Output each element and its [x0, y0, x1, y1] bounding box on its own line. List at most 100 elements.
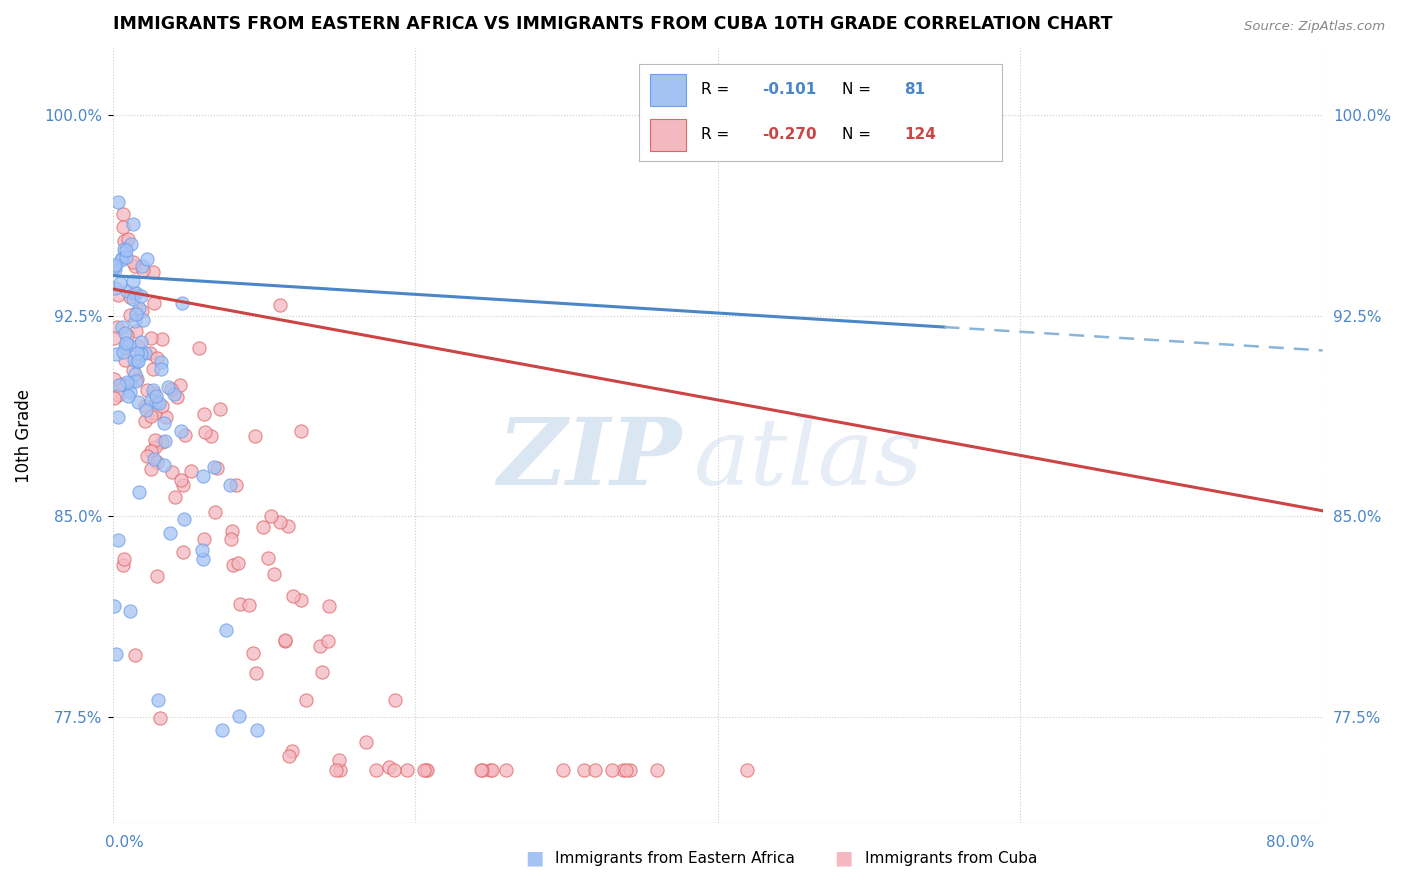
Point: [193, 469, 215, 483]
Point: [160, 465, 183, 479]
Point: [194, 425, 217, 440]
Point: [111, 376, 134, 391]
Point: [136, 383, 159, 397]
Point: [129, 288, 152, 302]
Point: [202, 459, 225, 474]
Point: [278, 748, 301, 763]
Point: [107, 388, 129, 402]
Point: [135, 449, 157, 463]
Point: [245, 665, 267, 680]
Point: [495, 763, 517, 777]
Point: [281, 744, 304, 758]
Point: [150, 399, 173, 413]
Point: [354, 734, 377, 748]
Text: Source: ZipAtlas.com: Source: ZipAtlas.com: [1244, 20, 1385, 33]
Point: [159, 382, 181, 396]
Point: [124, 286, 146, 301]
Point: [120, 236, 142, 251]
Point: [159, 526, 181, 541]
Point: [142, 383, 165, 397]
Point: [134, 414, 156, 428]
Point: [145, 395, 167, 409]
Point: [112, 551, 135, 566]
Point: [238, 599, 260, 613]
Point: [226, 557, 249, 571]
Point: [645, 763, 668, 777]
Point: [125, 325, 148, 339]
Point: [122, 274, 145, 288]
Point: [150, 332, 173, 346]
Point: [209, 402, 232, 417]
Point: [127, 354, 149, 368]
Point: [118, 290, 141, 304]
Point: [104, 281, 127, 295]
Point: [325, 763, 347, 777]
Point: [146, 568, 169, 582]
Point: [252, 519, 274, 533]
Point: [205, 460, 228, 475]
Point: [470, 763, 492, 777]
Point: [142, 386, 165, 401]
Point: [263, 566, 285, 581]
Point: [170, 424, 193, 438]
Point: [274, 633, 297, 648]
Text: ZIP: ZIP: [496, 414, 682, 504]
Point: [115, 284, 138, 298]
Point: [328, 754, 350, 768]
Point: [193, 532, 215, 546]
Point: [142, 265, 165, 279]
Point: [121, 217, 143, 231]
Point: [128, 301, 150, 315]
Text: 80.0%: 80.0%: [1267, 836, 1315, 850]
Point: [170, 473, 193, 487]
Point: [318, 599, 340, 613]
Point: [117, 232, 139, 246]
Point: [107, 409, 129, 424]
Point: [481, 763, 503, 777]
Point: [142, 296, 165, 310]
Point: [479, 763, 502, 777]
Point: [111, 345, 134, 359]
Point: [600, 763, 623, 777]
Point: [124, 367, 146, 381]
Point: [122, 363, 145, 377]
Point: [225, 478, 247, 492]
Point: [129, 334, 152, 349]
Point: [149, 361, 172, 376]
Point: [735, 763, 758, 777]
Point: [103, 331, 125, 345]
Point: [107, 533, 129, 548]
Point: [131, 312, 153, 326]
Point: [211, 723, 233, 737]
Point: [108, 276, 131, 290]
Point: [105, 647, 128, 661]
Point: [290, 593, 312, 607]
Point: [112, 242, 135, 256]
Point: [125, 354, 148, 368]
Point: [219, 532, 242, 546]
Point: [413, 763, 436, 777]
Point: [114, 340, 136, 354]
Point: [290, 424, 312, 438]
Point: [110, 320, 132, 334]
Point: [108, 377, 131, 392]
Point: [172, 477, 194, 491]
Point: [215, 624, 238, 638]
Point: [121, 293, 143, 307]
Point: [114, 326, 136, 341]
Point: [384, 693, 406, 707]
Point: [256, 551, 278, 566]
Point: [146, 692, 169, 706]
Point: [125, 345, 148, 359]
Point: [114, 234, 136, 248]
Point: [110, 252, 132, 267]
Point: [295, 693, 318, 707]
Point: [274, 634, 297, 648]
Point: [243, 429, 266, 443]
Point: [165, 490, 187, 504]
Point: [103, 372, 125, 386]
Point: [118, 376, 141, 391]
Point: [122, 353, 145, 368]
Point: [131, 304, 153, 318]
Point: [242, 646, 264, 660]
